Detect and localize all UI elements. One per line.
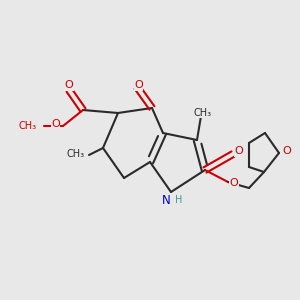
Text: O: O — [235, 146, 243, 156]
Text: O: O — [230, 178, 238, 188]
Text: CH₃: CH₃ — [194, 108, 211, 118]
Text: CH₃: CH₃ — [18, 121, 37, 131]
Text: O: O — [282, 146, 291, 157]
Text: H: H — [175, 195, 182, 206]
Text: O: O — [134, 80, 143, 91]
Text: N: N — [162, 194, 171, 207]
Text: CH₃: CH₃ — [66, 149, 85, 159]
Text: O: O — [64, 80, 74, 91]
Text: O: O — [51, 119, 60, 130]
